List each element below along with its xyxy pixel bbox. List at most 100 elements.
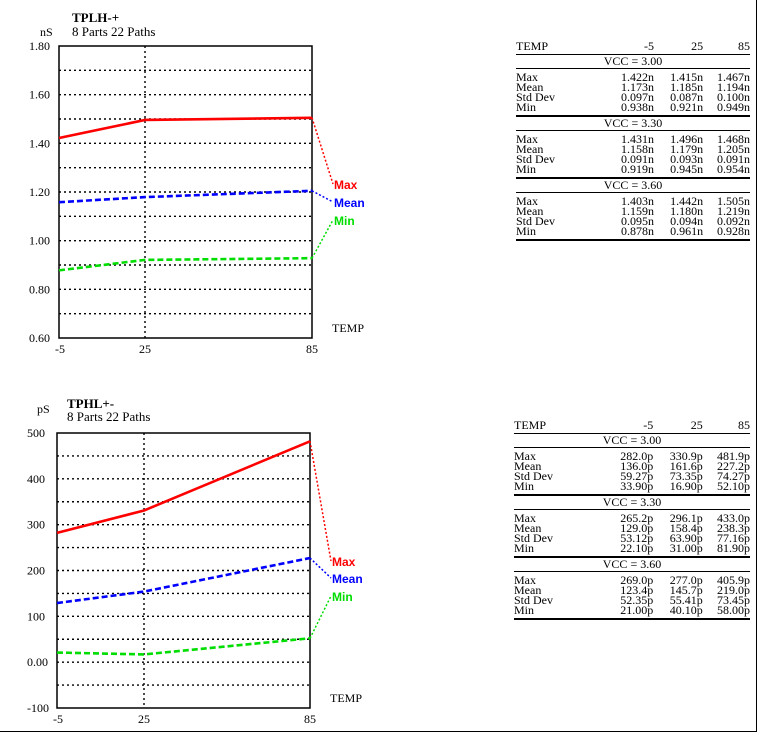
y-tick-label: 1.00 bbox=[29, 234, 50, 248]
table-cell: 1.442n bbox=[670, 194, 704, 208]
table-cell: 33.90p bbox=[620, 479, 654, 493]
row-stat-name: Min bbox=[516, 162, 537, 176]
y-axis-unit: pS bbox=[37, 402, 50, 416]
table-cell: 21.00p bbox=[620, 603, 654, 617]
table-row: Min 0.878n 0.961n 0.928n bbox=[516, 224, 750, 238]
row-stat-name: Std Dev bbox=[514, 531, 553, 545]
table-row: Max 1.431n 1.496n 1.468n bbox=[516, 132, 750, 146]
row-stat-name: Max bbox=[516, 194, 538, 208]
y-tick-label: 500 bbox=[27, 426, 45, 440]
table-cell: 0.091n bbox=[621, 152, 655, 166]
vcc-group-label: VCC = 3.00 bbox=[516, 54, 750, 69]
table-row: Std Dev 0.095n 0.094n 0.092n bbox=[516, 215, 750, 227]
table-cell: 0.945n bbox=[670, 162, 704, 176]
legend-label-mean: Mean bbox=[334, 196, 365, 210]
table-cell: 1.173n bbox=[621, 80, 655, 94]
series-line-min bbox=[56, 636, 311, 656]
chart-title: TPHL+- bbox=[67, 396, 114, 411]
table-cell: 219.0p bbox=[717, 583, 750, 597]
table-row: Mean 123.4p 145.7p 219.0p bbox=[514, 583, 750, 597]
series-line-max bbox=[58, 116, 313, 140]
table-cell: 405.9p bbox=[717, 573, 750, 587]
tplh-stats-table: TEMP -5 25 85 VCC = 3.00 Max 1.422n 1.415n 1.467… bbox=[516, 40, 750, 241]
series-leader-min bbox=[311, 219, 334, 259]
row-stat-name: Std Dev bbox=[514, 593, 553, 607]
table-cell: 73.45p bbox=[717, 593, 750, 607]
table-cell: 269.0p bbox=[620, 573, 654, 587]
table-cell: 0.100n bbox=[717, 90, 750, 104]
y-tick-label: 1.80 bbox=[29, 39, 50, 53]
table-row: Max 269.0p 277.0p 405.9p bbox=[514, 573, 750, 587]
table-cell: 1.422n bbox=[621, 70, 655, 84]
y-tick-label: 0.80 bbox=[29, 282, 50, 296]
table-cell: 77.16p bbox=[717, 531, 750, 545]
table-cell: 123.4p bbox=[620, 583, 654, 597]
table-row: Min 22.10p 31.00p 81.90p bbox=[514, 541, 750, 555]
table-cell: 53.12p bbox=[620, 531, 654, 545]
tplh-chart: TPLH-+8 Parts 22 Paths nS 0.60 0.80 1.00 1.20… bbox=[29, 10, 365, 356]
table-header-col: -5 bbox=[597, 40, 655, 55]
y-tick-label: 1.40 bbox=[29, 136, 50, 150]
row-stat-name: Max bbox=[516, 70, 538, 84]
table-cell: 145.7p bbox=[669, 583, 703, 597]
table-header-col: 85 bbox=[703, 40, 750, 55]
table-row: Mean 1.173n 1.185n 1.194n bbox=[516, 80, 750, 94]
table-cell: 296.1p bbox=[669, 511, 703, 525]
table-cell: 265.2p bbox=[620, 511, 654, 525]
table-cell: 22.10p bbox=[620, 541, 654, 555]
table-cell: 0.087n bbox=[670, 90, 704, 104]
table-cell: 58.00p bbox=[717, 603, 750, 617]
row-stat-name: Max bbox=[514, 511, 536, 525]
row-stat-name: Min bbox=[516, 224, 537, 238]
y-tick-label: 1.60 bbox=[29, 88, 50, 102]
table-cell: 136.0p bbox=[620, 459, 654, 473]
table-cell: 0.919n bbox=[621, 162, 655, 176]
table-cell: 74.27p bbox=[717, 469, 750, 483]
row-stat-name: Min bbox=[516, 100, 537, 114]
row-stat-name: Min bbox=[514, 541, 535, 555]
series-line-min bbox=[58, 256, 313, 272]
row-stat-name: Mean bbox=[516, 80, 544, 94]
table-cell: 282.0p bbox=[620, 449, 654, 463]
row-stat-name: Mean bbox=[514, 459, 542, 473]
table-row: Max 1.422n 1.415n 1.467n bbox=[516, 70, 750, 84]
y-axis-unit: nS bbox=[40, 25, 53, 39]
chart-subtitle: 8 Parts 22 Paths bbox=[72, 24, 155, 39]
x-tick-label: 85 bbox=[306, 342, 318, 356]
table-cell: 0.091n bbox=[717, 152, 750, 166]
row-stat-name: Min bbox=[514, 603, 535, 617]
table-row: Std Dev 52.35p 55.41p 73.45p bbox=[514, 593, 750, 607]
table-row: Min 0.938n 0.921n 0.949n bbox=[516, 100, 750, 114]
y-tick-label: 0.60 bbox=[29, 331, 50, 345]
table-cell: 1.467n bbox=[717, 70, 750, 84]
row-stat-name: Std Dev bbox=[516, 90, 555, 104]
table-cell: 1.496n bbox=[670, 132, 704, 146]
table-header-col: 25 bbox=[653, 419, 703, 434]
table-cell: 0.093n bbox=[670, 152, 704, 166]
table-header-col: 85 bbox=[702, 419, 750, 434]
table-row: Std Dev 0.091n 0.093n 0.091n bbox=[516, 152, 750, 166]
y-tick-label: 400 bbox=[27, 472, 45, 486]
chart-title: TPLH-+ bbox=[72, 10, 119, 25]
table-cell: 1.505n bbox=[717, 194, 750, 208]
vcc-group-label: VCC = 3.30 bbox=[514, 494, 750, 510]
row-stat-name: Std Dev bbox=[514, 469, 553, 483]
table-cell: 330.9p bbox=[669, 449, 703, 463]
vcc-group-label: VCC = 3.00 bbox=[514, 433, 750, 448]
table-row: Min 21.00p 40.10p 58.00p bbox=[514, 603, 750, 617]
table-cell: 0.961n bbox=[670, 224, 704, 238]
table-cell: 63.90p bbox=[669, 531, 703, 545]
y-tick-label: 1.20 bbox=[29, 185, 50, 199]
row-stat-name: Max bbox=[514, 449, 536, 463]
vcc-group-label: VCC = 3.60 bbox=[514, 556, 750, 572]
x-tick-label: -5 bbox=[55, 342, 65, 356]
x-tick-label: 25 bbox=[139, 342, 151, 356]
table-row: Mean 1.158n 1.179n 1.205n bbox=[516, 143, 750, 155]
y-tick-label: 300 bbox=[27, 518, 45, 532]
table-cell: 1.159n bbox=[621, 204, 655, 218]
table-cell: 0.921n bbox=[670, 100, 704, 114]
y-tick-label: 100 bbox=[27, 609, 45, 623]
table-cell: 59.27p bbox=[620, 469, 654, 483]
table-row: Std Dev 0.097n 0.087n 0.100n bbox=[516, 90, 750, 104]
